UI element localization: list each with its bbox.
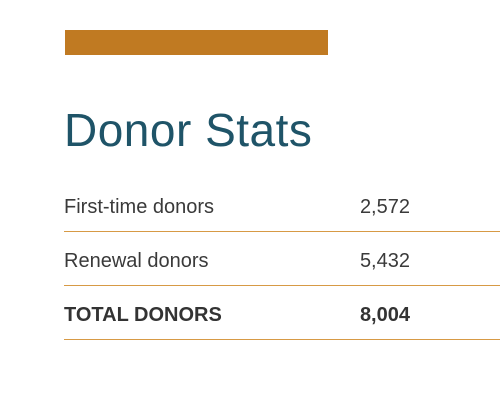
- stat-value: 5,432: [359, 250, 410, 272]
- stat-label: First-time donors: [64, 196, 215, 218]
- stat-label: Renewal donors: [64, 250, 209, 272]
- stat-row-renewal: Renewal donors 5,432: [64, 232, 500, 286]
- page-title: Donor Stats: [64, 104, 313, 156]
- stat-row-first-time: First-time donors 2,572: [64, 178, 500, 232]
- donor-stats-table: First-time donors 2,572 Renewal donors 5…: [64, 178, 500, 340]
- total-value: 8,004: [359, 304, 410, 326]
- stat-value: 2,572: [359, 196, 410, 218]
- accent-bar: [65, 30, 328, 55]
- stat-row-total: TOTAL DONORS 8,004: [64, 286, 500, 340]
- total-label: TOTAL DONORS: [64, 304, 222, 326]
